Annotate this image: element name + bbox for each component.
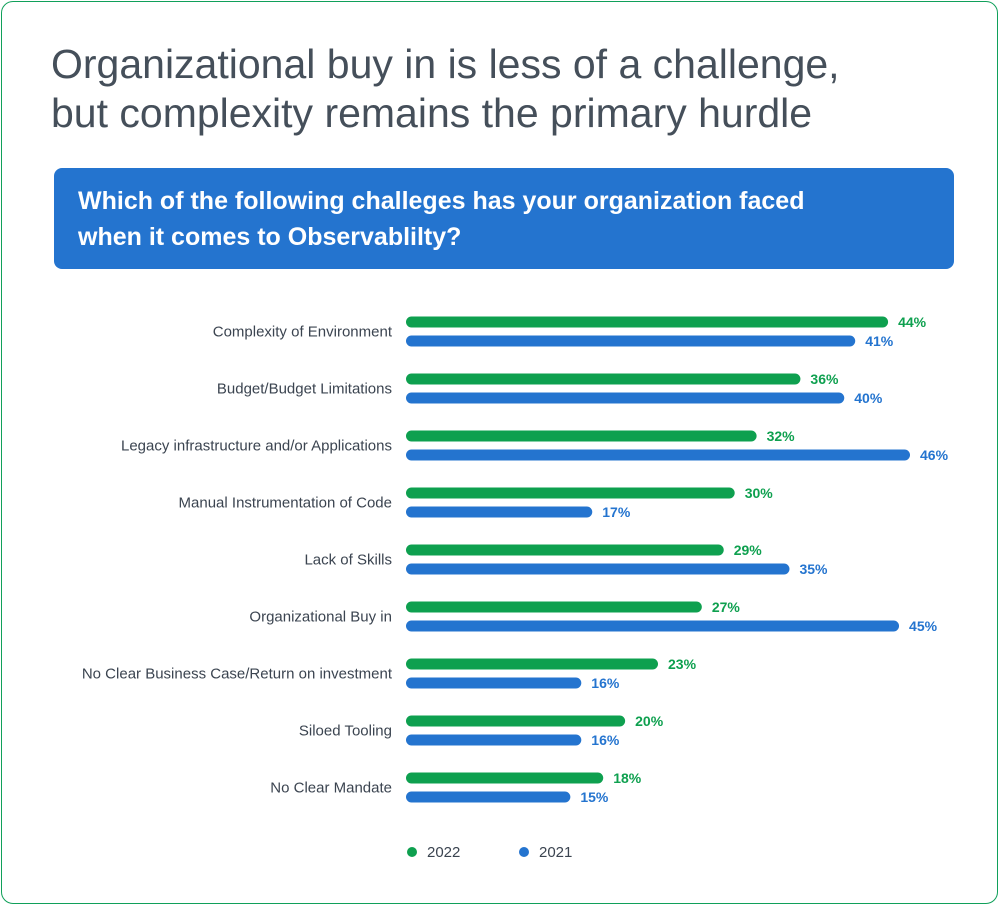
value-labels: 44%41% 36% 40% 32% 46% 30% 17% 29% 35% 27% 45% 23% 1… bbox=[580, 314, 948, 805]
bar-2022-no-clear-business-case-return-on-investment bbox=[406, 658, 658, 670]
legend-item-2022: 2022 bbox=[407, 844, 460, 861]
value-label-2022-complexity-of-environment: 44% bbox=[898, 314, 927, 330]
bar-2022-siloed-tooling bbox=[406, 715, 626, 727]
value-label-2021-no-clear-mandate: 15% bbox=[580, 789, 609, 805]
question-banner: Which of the following challeges has you… bbox=[54, 168, 954, 269]
chart-title-line-1: Organizational buy in is less of a chall… bbox=[51, 41, 840, 87]
category-labels: Complexity of Environment Budget/Budget L… bbox=[82, 324, 393, 797]
category-label-complexity-of-environment: Complexity of Environment bbox=[213, 324, 393, 341]
legend-item-2021: 2021 bbox=[519, 844, 572, 861]
value-label-2022-legacy-infrastructure-and-or-applications: 32% bbox=[767, 428, 796, 444]
category-label-siloed-tooling: Siloed Tooling bbox=[299, 723, 392, 740]
bar-2021-legacy-infrastructure-and-or-applications bbox=[406, 449, 910, 461]
bar-2022-lack-of-skills bbox=[406, 544, 724, 556]
value-label-2021-siloed-tooling: 16% bbox=[591, 732, 620, 748]
category-label-legacy-infrastructure-and-or-applications: Legacy infrastructure and/or Application… bbox=[121, 438, 392, 455]
value-label-2021-no-clear-business-case-return-on-investment: 16% bbox=[591, 675, 620, 691]
value-label-2022-organizational-buy-in: 27% bbox=[712, 599, 741, 615]
value-label-2022-no-clear-mandate: 18% bbox=[613, 770, 642, 786]
value-label-2021-complexity-of-environment: 41% bbox=[865, 333, 894, 349]
bar-2022-budget-budget-limitations bbox=[406, 373, 801, 385]
value-label-2021-manual-instrumentation-of-code: 17% bbox=[602, 504, 631, 520]
bar-2021-lack-of-skills bbox=[406, 563, 790, 575]
value-label-2021-organizational-buy-in: 45% bbox=[909, 618, 938, 634]
legend-swatch-2022 bbox=[407, 847, 417, 857]
category-label-budget-budget-limitations: Budget/Budget Limitations bbox=[217, 381, 392, 398]
category-label-organizational-buy-in: Organizational Buy in bbox=[249, 609, 392, 626]
bar-2021-complexity-of-environment bbox=[406, 335, 856, 347]
legend-label-2021: 2021 bbox=[539, 844, 572, 861]
question-line-1: Which of the following challeges has you… bbox=[78, 187, 805, 215]
category-label-no-clear-business-case-return-on-investment: No Clear Business Case/Return on investm… bbox=[82, 666, 393, 683]
bar-2021-budget-budget-limitations bbox=[406, 392, 845, 404]
bar-2022-organizational-buy-in bbox=[406, 601, 702, 613]
legend-label-2022: 2022 bbox=[427, 844, 460, 861]
bar-2022-no-clear-mandate bbox=[406, 772, 604, 784]
bar-2022-legacy-infrastructure-and-or-applications bbox=[406, 430, 757, 442]
value-label-2021-legacy-infrastructure-and-or-applications: 46% bbox=[920, 447, 949, 463]
bar-2021-organizational-buy-in bbox=[406, 620, 900, 632]
chart-title: Organizational buy in is less of a chall… bbox=[51, 40, 971, 138]
bars bbox=[406, 316, 910, 803]
value-label-2021-budget-budget-limitations: 40% bbox=[854, 390, 883, 406]
category-label-manual-instrumentation-of-code: Manual Instrumentation of Code bbox=[179, 495, 392, 512]
bar-2022-complexity-of-environment bbox=[406, 316, 889, 328]
category-label-no-clear-mandate: No Clear Mandate bbox=[270, 780, 392, 797]
bar-2021-no-clear-mandate bbox=[406, 791, 571, 803]
bar-2021-siloed-tooling bbox=[406, 734, 582, 746]
chart-title-line-2: but complexity remains the primary hurdl… bbox=[51, 90, 813, 136]
bar-2021-manual-instrumentation-of-code bbox=[406, 506, 593, 518]
value-label-2022-manual-instrumentation-of-code: 30% bbox=[745, 485, 774, 501]
legend: 2022 2021 bbox=[407, 844, 572, 861]
legend-swatch-2021 bbox=[519, 847, 529, 857]
value-label-2022-no-clear-business-case-return-on-investment: 23% bbox=[668, 656, 697, 672]
value-label-2022-lack-of-skills: 29% bbox=[734, 542, 763, 558]
value-label-2022-siloed-tooling: 20% bbox=[635, 713, 664, 729]
value-label-2021-lack-of-skills: 35% bbox=[799, 561, 828, 577]
value-label-2022-budget-budget-limitations: 36% bbox=[810, 371, 839, 387]
bar-2021-no-clear-business-case-return-on-investment bbox=[406, 677, 582, 689]
category-label-lack-of-skills: Lack of Skills bbox=[304, 552, 392, 569]
bar-2022-manual-instrumentation-of-code bbox=[406, 487, 735, 499]
question-line-2: when it comes to Observablilty? bbox=[78, 223, 462, 251]
